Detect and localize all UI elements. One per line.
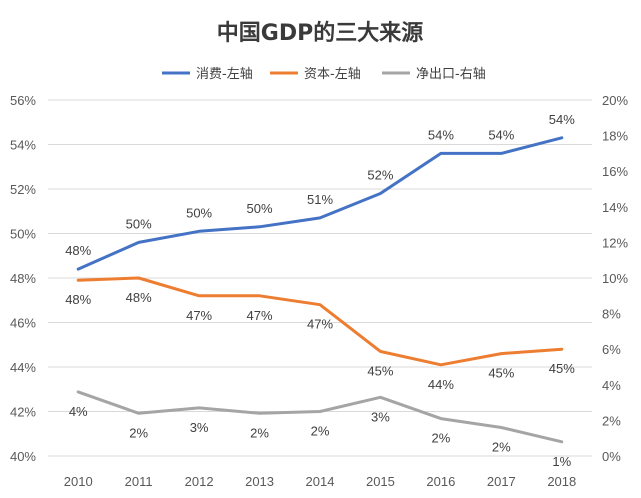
left-axis-tick-label: 44%: [10, 360, 36, 375]
left-axis-tick-label: 50%: [10, 227, 36, 242]
data-label: 48%: [65, 243, 91, 258]
data-label: 45%: [488, 366, 514, 381]
data-label: 2%: [492, 440, 511, 455]
left-axis-tick-label: 54%: [10, 138, 36, 153]
right-axis-tick-label: 12%: [602, 235, 628, 250]
data-label: 4%: [69, 404, 88, 419]
x-axis-tick-label: 2017: [487, 474, 516, 489]
data-label: 51%: [307, 192, 333, 207]
data-label: 47%: [186, 308, 212, 323]
data-label: 45%: [367, 363, 393, 378]
legend-label: 消费-左轴: [196, 67, 253, 82]
data-label: 2%: [250, 425, 269, 440]
x-axis-tick-label: 2015: [366, 474, 395, 489]
right-axis-tick-label: 16%: [602, 164, 628, 179]
data-label: 50%: [186, 205, 212, 220]
data-label: 54%: [488, 127, 514, 142]
left-axis-tick-label: 42%: [10, 405, 36, 420]
data-label: 50%: [126, 216, 152, 231]
data-label: 48%: [126, 290, 152, 305]
right-axis-tick-label: 6%: [602, 342, 621, 357]
x-axis-tick-label: 2012: [185, 474, 214, 489]
x-axis-tick-label: 2010: [64, 474, 93, 489]
series-line-2: [76, 276, 564, 367]
data-label: 2%: [129, 425, 148, 440]
data-label: 1%: [552, 454, 571, 469]
data-labels: 48% 50% 50% 50% 51% 52% 54% 54% 54% 48% 48% 47% 47% 4…: [65, 112, 575, 469]
right-axis-tick-label: 4%: [602, 378, 621, 393]
legend-label: 净出口-右轴: [416, 67, 486, 82]
x-axis-tick-label: 2014: [306, 474, 335, 489]
right-axis-tick-label: 14%: [602, 200, 628, 215]
x-axis-tick-label: 2013: [245, 474, 274, 489]
data-label: 54%: [428, 127, 454, 142]
legend: 消费-左轴 资本-左轴 净出口-右轴: [162, 67, 486, 82]
legend-label: 资本-左轴: [304, 67, 361, 82]
data-label: 54%: [549, 112, 575, 127]
right-axis-tick-label: 2%: [602, 413, 621, 428]
series-line-3: [76, 390, 564, 444]
data-label: 2%: [311, 424, 330, 439]
left-axis-tick-label: 46%: [10, 316, 36, 331]
data-label: 45%: [549, 361, 575, 376]
data-label: 50%: [247, 201, 273, 216]
series-line-1: [76, 136, 564, 271]
left-axis-tick-label: 52%: [10, 182, 36, 197]
x-axis-tick-label: 2018: [547, 474, 576, 489]
axes: 40% 42% 44% 46% 48% 50% 52% 54% 56% 0% 2% 4% 6% 8% 10%…: [10, 93, 628, 489]
right-axis-tick-label: 18%: [602, 129, 628, 144]
x-axis-tick-label: 2011: [125, 474, 153, 489]
right-axis-tick-label: 8%: [602, 307, 621, 322]
right-axis-tick-label: 0%: [602, 449, 621, 464]
data-label: 44%: [428, 377, 454, 392]
series-lines: [76, 136, 564, 444]
data-label: 47%: [307, 317, 333, 332]
data-label: 3%: [371, 409, 390, 424]
right-axis-tick-label: 20%: [602, 93, 628, 108]
data-label: 2%: [431, 431, 450, 446]
right-axis-tick-label: 10%: [602, 271, 628, 286]
data-label: 52%: [367, 167, 393, 182]
data-label: 47%: [247, 308, 273, 323]
left-axis-tick-label: 40%: [10, 449, 36, 464]
data-label: 3%: [190, 420, 209, 435]
x-axis-tick-label: 2016: [426, 474, 455, 489]
chart-title: 中国GDP的三大来源: [217, 20, 423, 46]
data-label: 48%: [65, 292, 91, 307]
left-axis-tick-label: 56%: [10, 93, 36, 108]
left-axis-tick-label: 48%: [10, 271, 36, 286]
